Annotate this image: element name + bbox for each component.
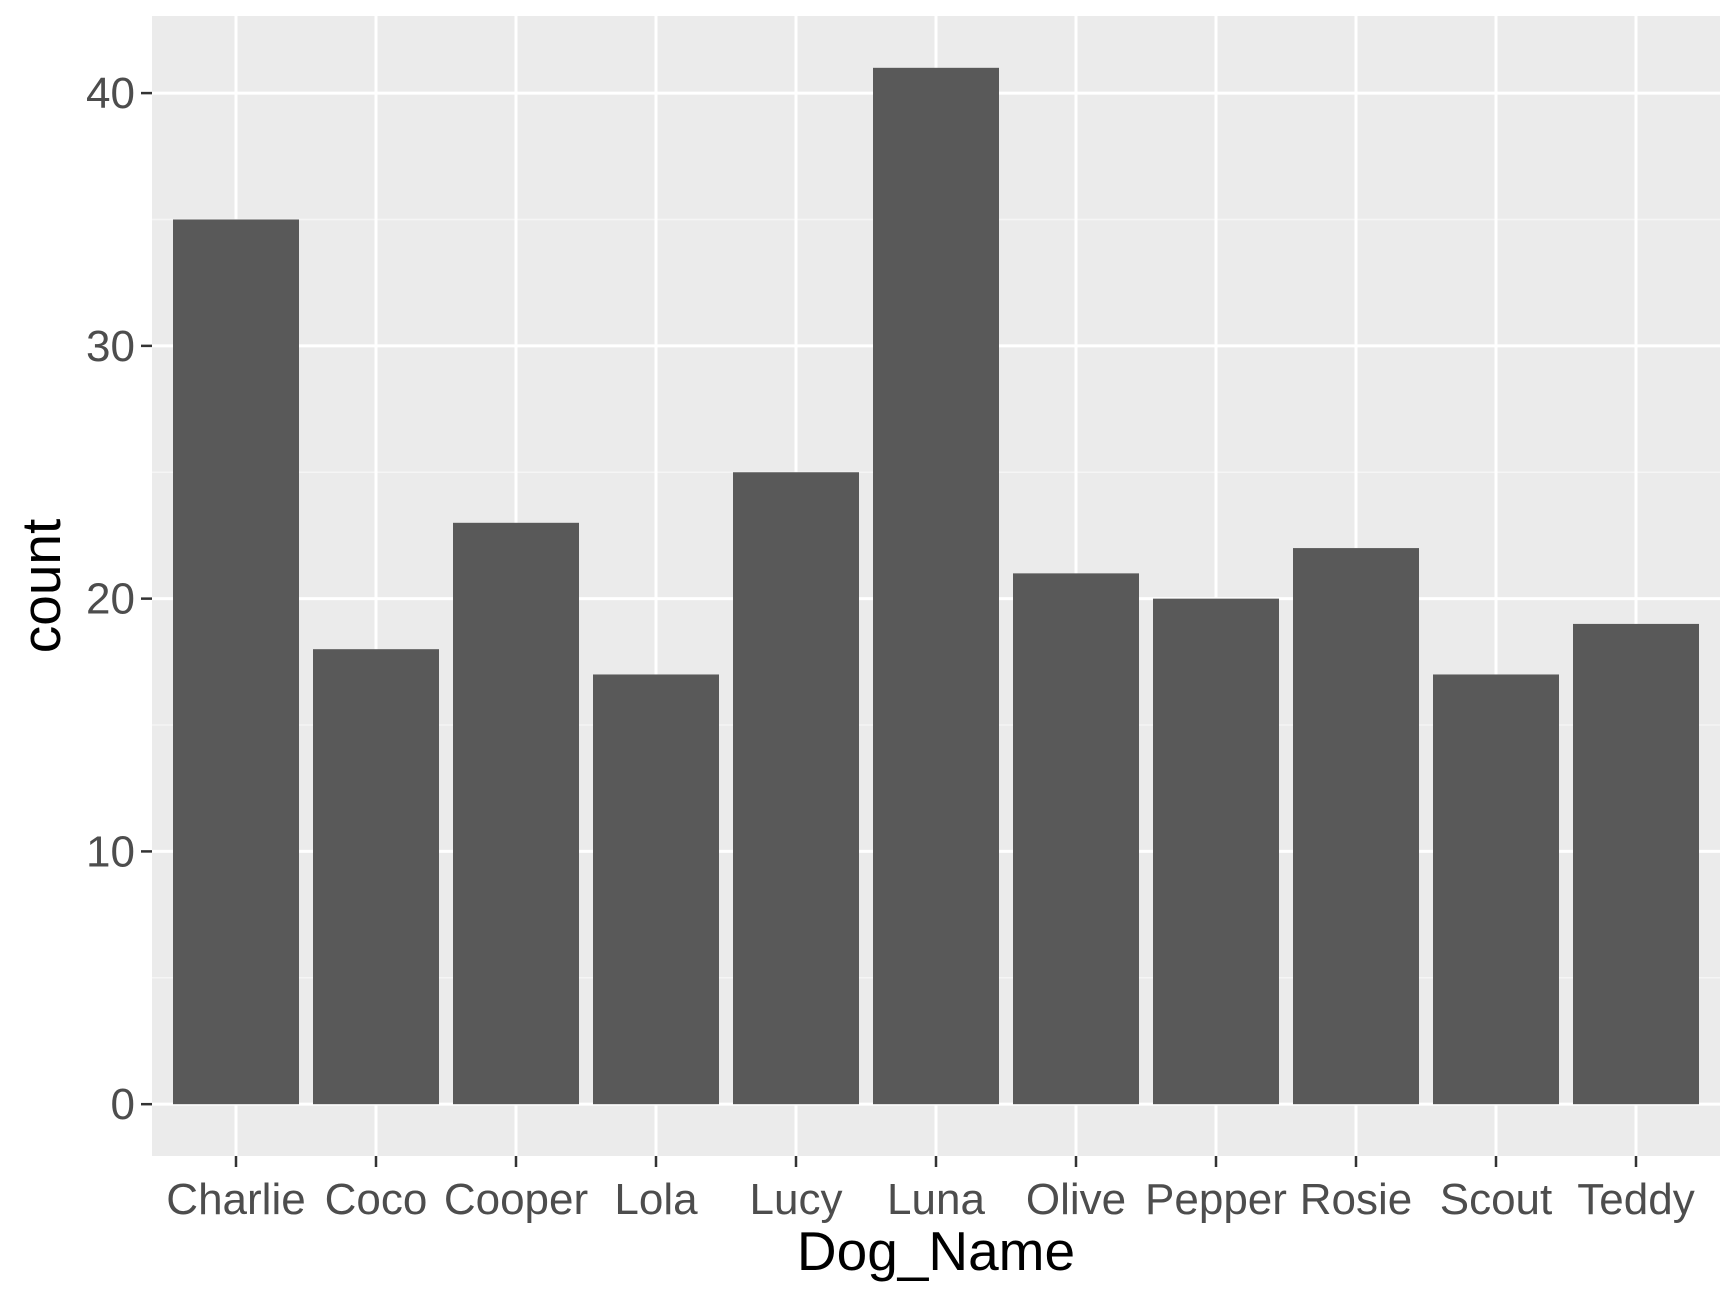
x-tick-label: Pepper	[1145, 1175, 1287, 1224]
y-tick-label: 0	[111, 1080, 135, 1129]
bar-lola	[593, 674, 719, 1105]
x-tick-label: Lola	[614, 1175, 698, 1224]
bar-luna	[873, 67, 999, 1105]
x-tick-label: Scout	[1440, 1175, 1553, 1224]
x-tick-label: Lucy	[750, 1175, 843, 1224]
x-axis: Charlie Coco Cooper Lola Lucy Luna Olive Pepper…	[166, 1156, 1695, 1224]
bar-olive	[1013, 573, 1139, 1105]
y-tick-label: 40	[86, 69, 135, 118]
bar-pepper	[1153, 598, 1279, 1105]
x-tick-label: Rosie	[1300, 1175, 1413, 1224]
x-tick-label: Teddy	[1577, 1175, 1694, 1224]
bar-charlie	[173, 219, 299, 1105]
bar-lucy	[733, 472, 859, 1105]
bar-rosie	[1293, 548, 1419, 1105]
x-tick-label: Olive	[1026, 1175, 1126, 1224]
x-tick-label: Luna	[887, 1175, 985, 1224]
y-axis: 0 10 20 30 40	[86, 69, 152, 1129]
y-tick-label: 10	[86, 827, 135, 876]
x-tick-label: Coco	[325, 1175, 428, 1224]
y-tick-label: 30	[86, 322, 135, 371]
x-tick-label: Cooper	[444, 1175, 588, 1224]
bar-cooper	[453, 522, 579, 1105]
bar-coco	[313, 649, 439, 1105]
y-axis-title: count	[10, 519, 72, 654]
x-axis-title: Dog_Name	[797, 1220, 1075, 1282]
x-tick-label: Charlie	[166, 1175, 305, 1224]
y-tick-label: 20	[86, 575, 135, 624]
bar-teddy	[1573, 623, 1699, 1105]
bars	[173, 67, 1699, 1105]
bar-scout	[1433, 674, 1559, 1105]
